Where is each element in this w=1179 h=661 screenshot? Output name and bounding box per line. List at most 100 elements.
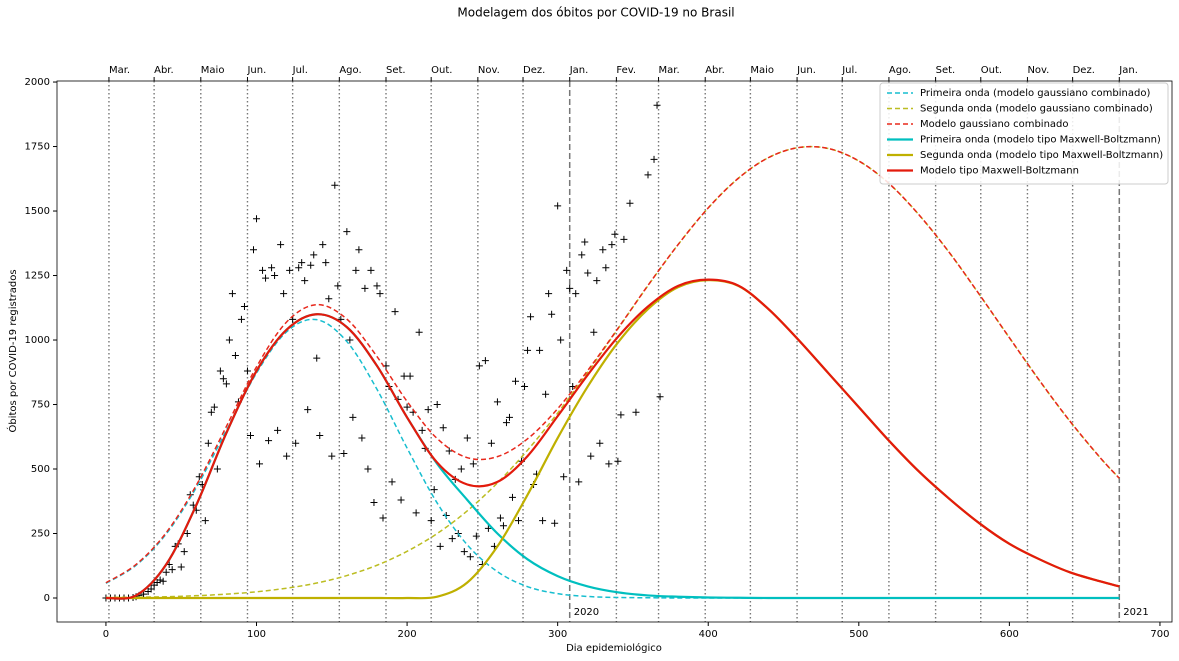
- series-line: [105, 313, 1120, 600]
- series-line: [105, 318, 1120, 599]
- data-point: [364, 465, 372, 473]
- top-tick-label: Out.: [431, 65, 452, 76]
- data-point: [584, 269, 592, 277]
- legend-label: Modelo gaussiano combinado: [920, 119, 1069, 130]
- y-tick-label: 1000: [25, 335, 50, 346]
- data-point: [439, 424, 447, 432]
- data-point: [515, 517, 523, 525]
- data-point: [355, 246, 363, 254]
- legend-box: [879, 82, 1169, 185]
- data-point: [373, 282, 381, 290]
- data-point: [328, 452, 336, 460]
- data-point: [433, 401, 441, 409]
- data-point: [216, 367, 224, 375]
- data-point: [349, 413, 357, 421]
- data-point: [225, 336, 233, 344]
- data-point: [566, 284, 574, 292]
- data-point: [265, 437, 273, 445]
- data-point: [656, 393, 664, 401]
- data-point: [418, 426, 426, 434]
- data-point: [325, 295, 333, 303]
- data-point: [626, 199, 634, 207]
- top-tick-label: Abr.: [154, 65, 174, 76]
- data-point: [590, 328, 598, 336]
- x-tick-label: 300: [548, 629, 567, 640]
- data-point: [222, 380, 230, 388]
- top-tick-label: Jul.: [292, 65, 308, 76]
- x-tick-label: 200: [398, 629, 417, 640]
- annotation: 2021: [1123, 607, 1148, 618]
- y-tick-label: 1500: [25, 206, 50, 217]
- legend-label: Segunda onda (modelo tipo Maxwell-Boltzm…: [920, 150, 1163, 161]
- data-point: [243, 367, 251, 375]
- data-point: [581, 238, 589, 246]
- data-point: [201, 517, 209, 525]
- data-point: [307, 261, 315, 269]
- data-point: [463, 434, 471, 442]
- series-line: [105, 279, 1120, 600]
- data-point: [388, 478, 396, 486]
- data-point: [313, 354, 321, 362]
- data-point: [469, 460, 477, 468]
- x-tick-label: 0: [103, 629, 109, 640]
- data-point: [653, 101, 661, 109]
- data-point: [219, 375, 227, 383]
- data-point: [168, 566, 176, 574]
- data-point: [481, 357, 489, 365]
- top-tick-label: Set.: [386, 65, 406, 76]
- series-line: [105, 278, 1120, 600]
- data-point: [283, 452, 291, 460]
- x-tick-label: 100: [247, 629, 266, 640]
- data-point: [271, 272, 279, 280]
- x-tick-label: 700: [1150, 629, 1169, 640]
- data-point: [379, 514, 387, 522]
- data-point: [424, 406, 432, 414]
- data-point: [608, 241, 616, 249]
- data-point: [159, 577, 167, 585]
- top-tick-label: Ago.: [339, 65, 361, 76]
- y-tick-label: 750: [31, 400, 50, 411]
- data-point: [156, 576, 164, 584]
- data-point: [587, 452, 595, 460]
- data-point: [352, 266, 360, 274]
- data-point: [511, 377, 519, 385]
- data-point: [548, 310, 556, 318]
- data-point: [505, 413, 513, 421]
- data-point: [301, 277, 309, 285]
- data-point: [256, 460, 264, 468]
- data-point: [268, 264, 276, 272]
- data-point: [427, 517, 435, 525]
- top-tick-label: Jun.: [246, 65, 266, 76]
- plot-frame: [56, 80, 1173, 623]
- data-point: [346, 336, 354, 344]
- data-point: [508, 493, 516, 501]
- data-point: [310, 251, 318, 259]
- data-point: [262, 274, 270, 282]
- y-tick-label: 1250: [25, 271, 50, 282]
- data-point: [210, 403, 218, 411]
- data-point: [487, 439, 495, 447]
- data-point: [286, 266, 294, 274]
- data-point: [499, 522, 507, 530]
- data-point: [521, 382, 529, 390]
- data-point: [617, 411, 625, 419]
- x-tick-label: 500: [849, 629, 868, 640]
- top-tick-label: Out.: [981, 65, 1002, 76]
- top-tick-label: Nov.: [478, 65, 500, 76]
- data-point: [611, 230, 619, 238]
- top-tick-label: Jan.: [1118, 65, 1138, 76]
- data-point: [563, 266, 571, 274]
- data-point: [180, 548, 188, 556]
- y-tick-label: 0: [44, 593, 50, 604]
- top-tick-label: Set.: [936, 65, 956, 76]
- data-point: [551, 519, 559, 527]
- data-point: [177, 563, 185, 571]
- data-point: [496, 514, 504, 522]
- series-line: [105, 145, 1120, 584]
- legend-label: Primeira onda (modelo tipo Maxwell-Boltz…: [920, 135, 1161, 146]
- y-tick-label: 2000: [25, 77, 50, 88]
- data-point: [397, 496, 405, 504]
- data-point: [605, 460, 613, 468]
- data-point: [599, 246, 607, 254]
